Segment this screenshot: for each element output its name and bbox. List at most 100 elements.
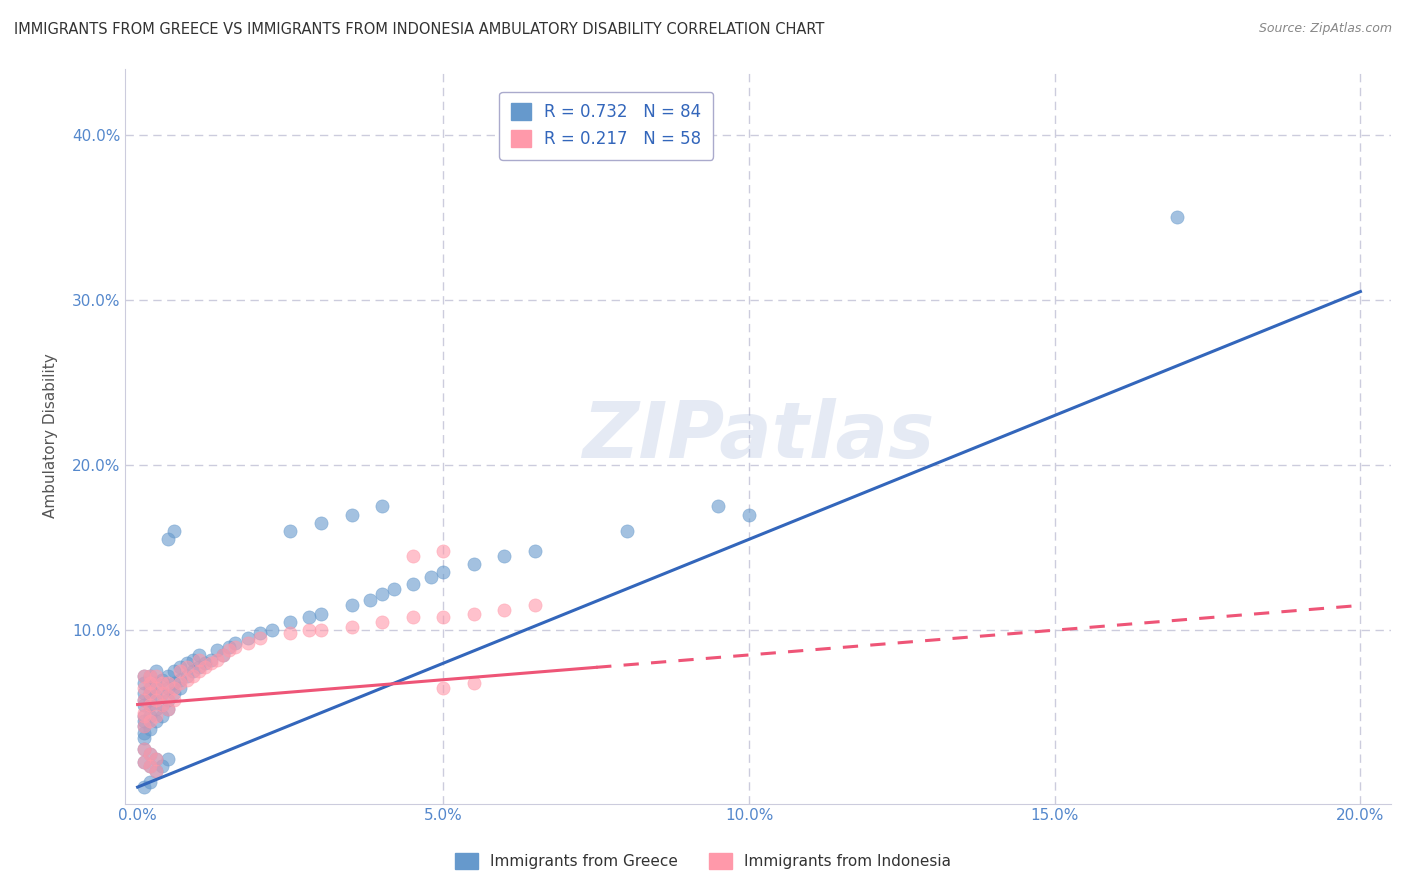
- Point: [163, 524, 186, 538]
- Text: IMMIGRANTS FROM GREECE VS IMMIGRANTS FROM INDONESIA AMBULATORY DISABILITY CORREL: IMMIGRANTS FROM GREECE VS IMMIGRANTS FRO…: [14, 22, 824, 37]
- Point: [150, 686, 173, 700]
- Point: [402, 577, 425, 591]
- Point: [157, 692, 180, 706]
- Point: [212, 648, 235, 662]
- Point: [132, 780, 155, 794]
- Point: [139, 758, 162, 772]
- Point: [176, 669, 198, 683]
- Point: [132, 709, 155, 723]
- Point: [340, 508, 363, 522]
- Point: [139, 692, 162, 706]
- Point: [145, 676, 167, 690]
- Point: [524, 544, 547, 558]
- Point: [371, 587, 394, 601]
- Point: [157, 702, 180, 716]
- Point: [145, 665, 167, 679]
- Point: [132, 669, 155, 683]
- Point: [169, 659, 191, 673]
- Point: [132, 709, 155, 723]
- Point: [236, 636, 259, 650]
- Point: [280, 524, 302, 538]
- Point: [132, 698, 155, 712]
- Point: [187, 648, 209, 662]
- Point: [145, 692, 167, 706]
- Point: [181, 653, 204, 667]
- Point: [224, 636, 246, 650]
- Point: [181, 669, 204, 683]
- Point: [463, 676, 485, 690]
- Point: [157, 669, 180, 683]
- Point: [150, 676, 173, 690]
- Point: [132, 714, 155, 728]
- Point: [432, 610, 454, 624]
- Point: [1166, 210, 1188, 224]
- Point: [309, 607, 332, 621]
- Point: [280, 615, 302, 629]
- Point: [132, 669, 155, 683]
- Point: [163, 676, 186, 690]
- Point: [132, 692, 155, 706]
- Point: [139, 709, 162, 723]
- Point: [494, 603, 516, 617]
- Point: [224, 640, 246, 654]
- Point: [139, 758, 162, 772]
- Point: [432, 566, 454, 580]
- Point: [145, 714, 167, 728]
- Point: [384, 582, 406, 596]
- Point: [132, 742, 155, 756]
- Point: [150, 673, 173, 687]
- Point: [132, 756, 155, 770]
- Point: [402, 610, 425, 624]
- Point: [157, 681, 180, 695]
- Point: [340, 599, 363, 613]
- Point: [262, 623, 284, 637]
- Legend: R = 0.732   N = 84, R = 0.217   N = 58: R = 0.732 N = 84, R = 0.217 N = 58: [499, 92, 713, 160]
- Point: [298, 623, 321, 637]
- Point: [145, 752, 167, 766]
- Point: [145, 752, 167, 766]
- Point: [139, 747, 162, 761]
- Point: [163, 665, 186, 679]
- Point: [139, 698, 162, 712]
- Point: [402, 549, 425, 563]
- Point: [463, 607, 485, 621]
- Point: [371, 500, 394, 514]
- Point: [176, 659, 198, 673]
- Point: [707, 500, 730, 514]
- Point: [218, 643, 240, 657]
- Point: [157, 690, 180, 704]
- Point: [200, 653, 222, 667]
- Point: [249, 632, 271, 646]
- Point: [212, 648, 235, 662]
- Point: [132, 719, 155, 733]
- Point: [176, 657, 198, 671]
- Point: [139, 775, 162, 789]
- Point: [187, 665, 209, 679]
- Point: [139, 686, 162, 700]
- Point: [194, 657, 217, 671]
- Point: [139, 747, 162, 761]
- Point: [132, 719, 155, 733]
- Point: [249, 626, 271, 640]
- Point: [132, 756, 155, 770]
- Point: [139, 714, 162, 728]
- Point: [420, 570, 443, 584]
- Point: [181, 665, 204, 679]
- Point: [150, 698, 173, 712]
- Point: [157, 752, 180, 766]
- Point: [371, 615, 394, 629]
- Point: [139, 669, 162, 683]
- Point: [340, 620, 363, 634]
- Point: [309, 516, 332, 530]
- Point: [132, 742, 155, 756]
- Point: [187, 659, 209, 673]
- Point: [169, 676, 191, 690]
- Point: [150, 698, 173, 712]
- Point: [145, 764, 167, 778]
- Point: [157, 702, 180, 716]
- Point: [150, 758, 173, 772]
- Point: [132, 706, 155, 720]
- Point: [200, 657, 222, 671]
- Point: [236, 632, 259, 646]
- Point: [494, 549, 516, 563]
